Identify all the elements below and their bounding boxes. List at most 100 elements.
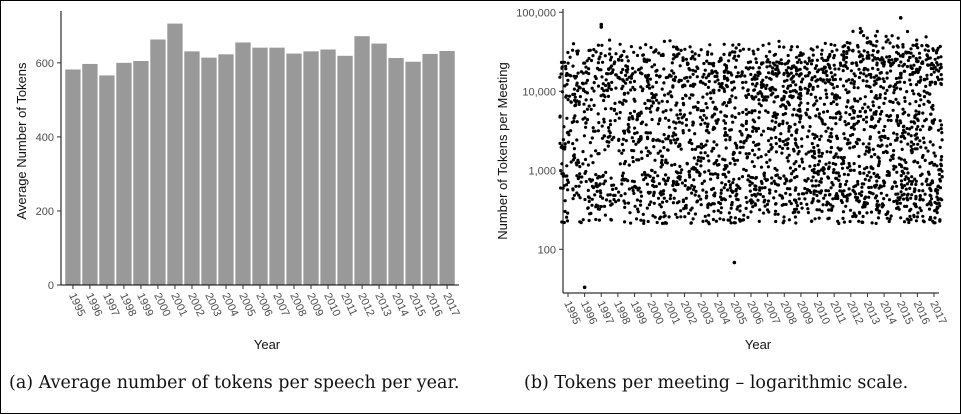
scatter-point [842,189,846,193]
scatter-point [863,152,867,156]
scatter-point [694,189,698,193]
scatter-point [885,88,889,92]
scatter-point [908,214,912,218]
scatter-point [837,174,841,178]
scatter-point [609,107,613,111]
scatter-point [894,165,898,169]
scatter-point [639,203,643,207]
scatter-point [652,50,656,54]
scatter-point [869,166,873,170]
scatter-point [624,139,628,143]
scatter-point [623,192,627,196]
scatter-point [765,65,769,69]
scatter-point [722,119,726,123]
scatter-point [712,91,716,95]
scatter-point [728,135,732,139]
scatter-point [604,78,608,82]
scatter-point [902,184,907,188]
scatter-point [904,50,908,54]
scatter-point [750,193,754,197]
scatter-point [914,219,918,223]
scatter-point [633,204,637,208]
scatter-point [813,75,817,79]
scatter-point [584,65,588,69]
scatter-point [639,150,643,154]
scatter-point [814,95,818,99]
scatter-point [744,80,748,84]
scatter-point [689,84,693,88]
scatter-point [733,115,737,119]
scatter-point [925,177,929,181]
scatter-point [939,158,943,162]
scatter-point [680,181,684,185]
scatter-point [794,131,798,135]
scatter-point [765,83,769,87]
scatter-point [908,78,912,82]
scatter-point [845,196,849,201]
scatter-point [753,77,757,81]
scatter-point [810,142,814,146]
scatter-point [799,201,803,206]
scatter-point [732,177,736,181]
scatter-point [726,100,731,105]
scatter-point [741,80,745,85]
scatter-point [577,100,581,104]
scatter-point [578,95,582,99]
scatter-point [899,174,903,178]
scatter-point [895,50,899,54]
scatter-point [588,212,592,216]
scatter-point [648,77,652,81]
scatter-point [876,67,880,72]
scatter-point [563,142,567,146]
scatter-point [764,98,768,102]
scatter-point [928,56,932,60]
scatter-point [644,106,649,110]
scatter-point [594,173,598,177]
scatter-point [864,74,868,78]
scatter-point [883,91,887,95]
scatter-point [649,45,653,50]
scatter-point [865,41,869,45]
scatter-point [559,186,563,190]
scatter-point [697,53,701,58]
scatter-point [869,185,873,189]
scatter-point [797,164,802,168]
scatter-point [881,86,885,90]
scatter-point [899,140,903,144]
scatter-point [656,196,661,200]
scatter-point [708,43,712,47]
scatter-point [670,95,674,99]
scatter-point [573,92,577,96]
scatter-point [612,183,616,187]
scatter-point [747,110,751,114]
scatter-point [614,73,618,77]
scatter-point [751,82,755,86]
scatter-point [869,89,873,94]
scatter-point [648,99,652,103]
scatter-point [931,63,935,67]
scatter-point [671,85,675,89]
scatter-point [921,214,925,218]
scatter-point [897,64,901,68]
scatter-point [688,96,692,100]
scatter-point [902,220,907,224]
scatter-point [709,96,713,100]
scatter-point [655,73,659,77]
scatter-point [768,64,772,68]
scatter-point [888,142,893,146]
scatter-point [924,84,928,88]
scatter-point [585,71,589,75]
scatter-point [654,93,658,97]
scatter-point [688,68,692,72]
scatter-point [845,193,850,197]
scatter-point [790,45,794,49]
scatter-point [769,77,773,81]
scatter-point [916,46,920,50]
scatter-point [875,203,879,207]
scatter-point [912,142,916,146]
scatter-point [717,82,721,86]
scatter-point [845,179,849,183]
scatter-point [686,62,690,66]
scatter-point [684,123,688,127]
scatter-point [882,101,886,105]
